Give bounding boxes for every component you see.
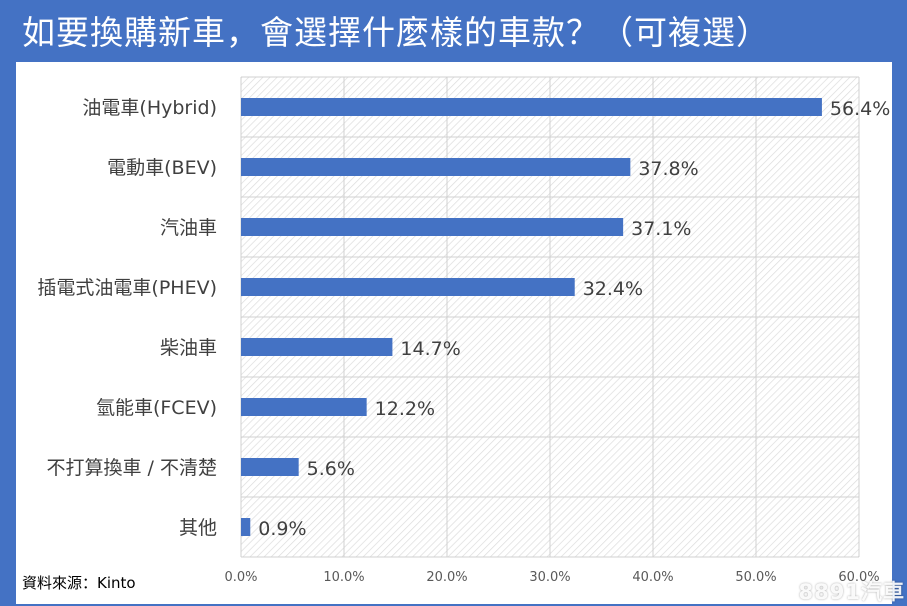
value-label: 12.2% (375, 398, 435, 420)
bar (241, 398, 367, 416)
bar-chart: 油電車(Hybrid) 56.4% 電動車(BEV) 37.8% 汽油車 37.1% 插電式… (37, 76, 890, 585)
x-tick-label: 0.0% (224, 570, 257, 585)
category-label: 其他 (179, 517, 217, 539)
value-label: 37.8% (638, 158, 698, 180)
category-label: 氫能車(FCEV) (96, 397, 217, 419)
x-tick-label: 30.0% (529, 570, 570, 585)
value-label: 5.6% (307, 458, 355, 480)
value-label: 56.4% (830, 98, 890, 120)
bar (241, 458, 299, 476)
value-label: 37.1% (631, 218, 691, 240)
category-label: 不打算換車 / 不清楚 (47, 457, 217, 479)
category-label: 柴油車 (160, 337, 217, 359)
value-label: 14.7% (400, 338, 460, 360)
bar (241, 278, 575, 296)
category-label: 汽油車 (160, 217, 217, 239)
category-label: 油電車(Hybrid) (82, 97, 217, 119)
bar (241, 98, 822, 116)
bar (241, 218, 624, 236)
category-label: 電動車(BEV) (107, 157, 217, 179)
category-label: 插電式油電車(PHEV) (37, 277, 217, 299)
chart-title: 如要換購新車，會選擇什麼樣的車款？（可複選） (22, 13, 770, 52)
value-label: 32.4% (583, 278, 643, 300)
x-tick-label: 20.0% (426, 570, 467, 585)
source-note: 資料來源：Kinto (22, 574, 136, 592)
watermark-logo: 8891汽車 (798, 580, 905, 604)
x-tick-label: 60.0% (838, 570, 879, 585)
x-tick-label: 40.0% (632, 570, 673, 585)
x-tick-label: 10.0% (323, 570, 364, 585)
bar (241, 158, 631, 176)
chart-panel: 油電車(Hybrid) 56.4% 電動車(BEV) 37.8% 汽油車 37.1% 插電式… (16, 62, 892, 604)
bar (241, 338, 393, 356)
x-tick-label: 50.0% (735, 570, 776, 585)
bar (241, 518, 251, 536)
value-label: 0.9% (258, 518, 306, 540)
